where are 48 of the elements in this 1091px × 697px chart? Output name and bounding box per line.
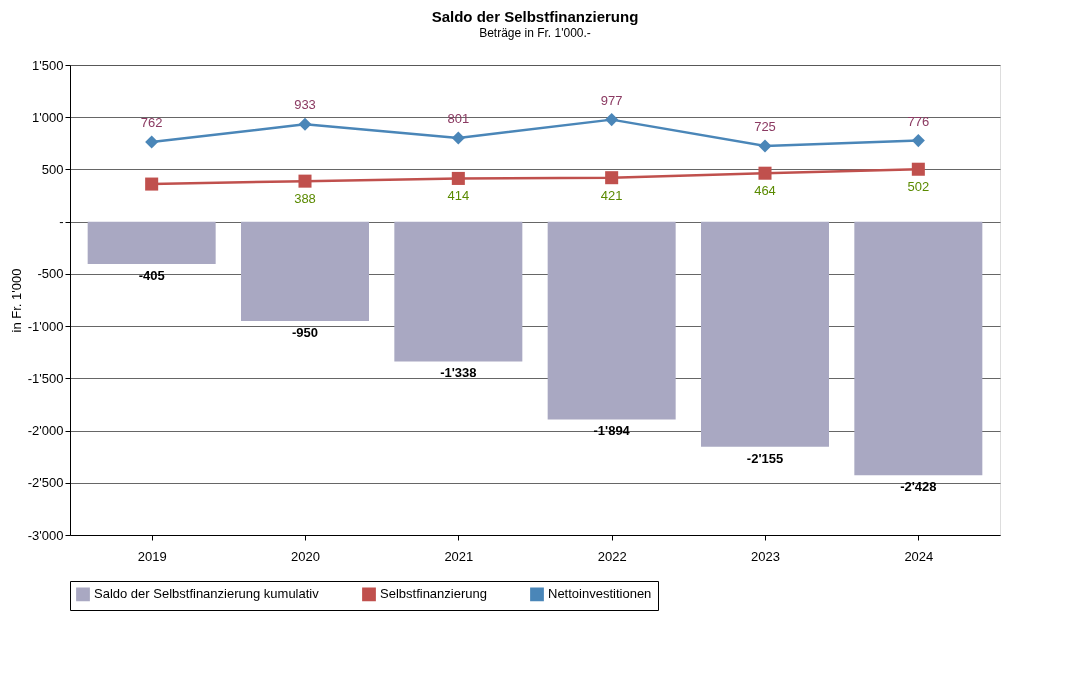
y-tick-label: -: [59, 214, 64, 230]
y-tick-label: -500: [37, 266, 64, 282]
point: [605, 113, 619, 127]
data-label: -1'338: [440, 365, 477, 381]
y-tick-label: -3'000: [27, 527, 64, 543]
data-label: -2'155: [746, 450, 784, 466]
point: [451, 131, 465, 145]
chart-subtitle: Beträge in Fr. 1'000.-: [479, 26, 591, 40]
y-tick-label: 1'500: [32, 57, 64, 73]
data-label: 762: [140, 115, 163, 131]
data-label: 776: [907, 113, 930, 129]
x-tick-label: 2024: [904, 548, 934, 564]
y-tick-label: 500: [41, 161, 64, 177]
point: [145, 177, 159, 191]
x-tick-label: 2023: [751, 548, 780, 564]
point: [758, 166, 772, 180]
data-label: 421: [600, 187, 623, 203]
data-label: 725: [754, 118, 776, 134]
y-axis-title: in Fr. 1'000: [8, 268, 24, 333]
y-tick-label: -1'500: [27, 370, 64, 386]
x-tick-label: 2020: [291, 548, 320, 564]
y-tick-label: -1'000: [27, 318, 64, 334]
point: [605, 171, 619, 185]
point: [758, 139, 772, 153]
x-tick-label: 2019: [137, 548, 167, 564]
point: [911, 134, 925, 148]
y-tick-label: -2'000: [27, 423, 64, 439]
point: [911, 162, 925, 176]
data-label: 414: [447, 188, 470, 204]
data-label: 388: [294, 191, 316, 207]
point: [451, 171, 465, 185]
legend-label: Saldo der Selbstfinanzierung kumulativ: [94, 586, 320, 602]
data-label: 977: [600, 92, 623, 108]
point: [145, 135, 159, 149]
x-tick-label: 2021: [444, 548, 474, 564]
x-tick-label: 2022: [597, 548, 627, 564]
chart-title: Saldo der Selbstfinanzierung: [431, 8, 639, 25]
y-tick-label: -2'500: [27, 475, 64, 491]
data-label: -950: [291, 324, 319, 340]
point: [298, 174, 312, 188]
legend-label: Selbstfinanzierung: [380, 586, 487, 602]
data-label: 502: [907, 179, 930, 195]
y-tick-label: 1'000: [32, 109, 64, 125]
point: [298, 117, 312, 131]
data-label: 933: [294, 97, 316, 113]
legend-label: Nettoinvestitionen: [548, 586, 652, 602]
data-label: -2'428: [900, 479, 937, 495]
data-label: 464: [754, 183, 776, 199]
